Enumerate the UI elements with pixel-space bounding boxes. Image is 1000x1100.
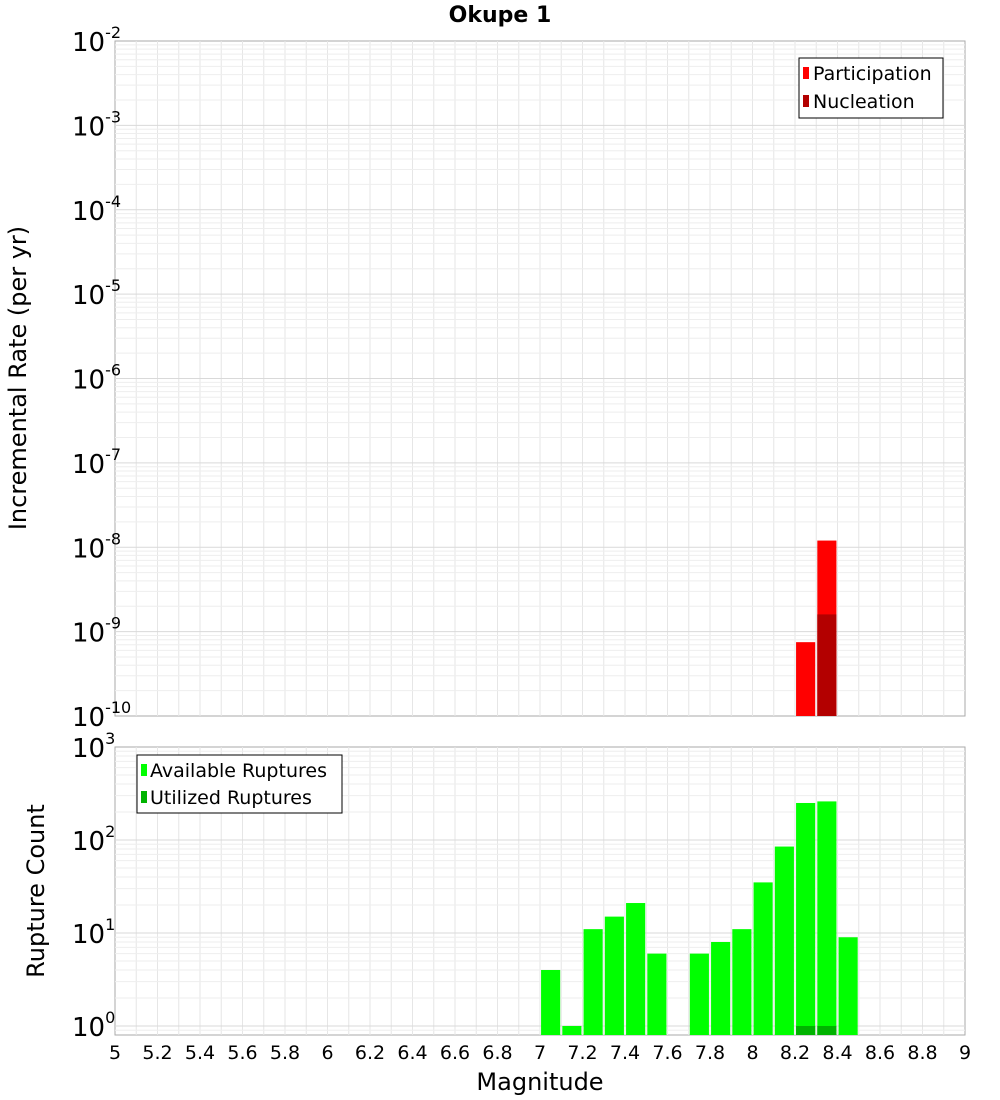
bottom-y-axis-label: Rupture Count [22,804,50,978]
top-y-tick-label: 10-3 [72,107,121,142]
bar-available-ruptures [604,916,624,1035]
top-y-tick-label: 10-5 [72,276,121,311]
bottom-bars [541,801,858,1035]
top-y-tick-label: 10-10 [72,698,131,733]
x-tick-label: 5 [109,1042,121,1064]
legend-label-nucleation: Nucleation [813,91,915,113]
bar-available-ruptures [711,942,731,1035]
legend-swatch-participation [803,67,809,79]
x-tick-label: 6.2 [355,1042,385,1064]
bar-nucleation [817,614,837,716]
x-tick-label: 5.4 [185,1042,215,1064]
top-bars [796,540,837,716]
bar-available-ruptures [732,929,752,1035]
top-y-tick-label: 10-9 [72,614,121,649]
x-tick-label: 8.4 [822,1042,852,1064]
bar-utilized-ruptures [817,1025,837,1035]
x-tick-label: 6.8 [482,1042,512,1064]
legend-label-available-ruptures: Available Ruptures [150,760,327,782]
bar-available-ruptures [817,801,837,1035]
bar-available-ruptures [753,882,773,1035]
bar-available-ruptures [689,953,709,1035]
x-tick-label: 6 [321,1042,333,1064]
top-grid [115,41,965,716]
bottom-legend-box [136,754,343,814]
x-tick-label: 8.8 [907,1042,937,1064]
legend-label-participation: Participation [813,63,932,85]
bar-available-ruptures [838,937,858,1035]
x-tick-label: 6.4 [397,1042,427,1064]
legend-label-utilized-ruptures: Utilized Ruptures [150,787,312,809]
bar-available-ruptures [796,802,816,1035]
x-tick-label: 7 [534,1042,546,1064]
x-tick-label: 7.2 [567,1042,597,1064]
bottom-y-tick-label: 101 [72,915,115,950]
x-tick-label: 8 [746,1042,758,1064]
bottom-panel: 100 101 102 103 Rupture Count Available Rup… [22,729,966,1043]
x-axis-label: Magnitude [476,1068,603,1096]
x-tick-label: 8.6 [865,1042,895,1064]
x-tick-label: 7.6 [652,1042,682,1064]
top-legend: Participation Nucleation [798,57,944,119]
bar-available-ruptures [562,1025,582,1035]
bar-available-ruptures [541,969,561,1035]
bottom-y-tick-label: 103 [72,729,115,764]
bottom-y-tick-label: 102 [72,822,115,857]
legend-swatch-utilized-ruptures [141,791,147,803]
x-tick-label: 9 [959,1042,971,1064]
x-tick-label: 6.6 [440,1042,470,1064]
x-tick-label: 5.6 [227,1042,257,1064]
bar-available-ruptures [647,953,667,1035]
top-y-axis-label: Incremental Rate (per yr) [4,226,32,530]
bottom-legend: Available Ruptures Utilized Ruptures [136,754,343,814]
bar-available-ruptures [626,903,646,1035]
legend-swatch-nucleation [803,95,809,107]
top-legend-box [798,57,944,119]
x-tick-label: 7.8 [695,1042,725,1064]
bar-utilized-ruptures [796,1025,816,1035]
top-y-tick-labels: 10-10 10-9 10-8 10-7 10-6 10-5 10-4 10-3 10-2 [72,23,131,733]
top-y-tick-label: 10-7 [72,445,121,480]
top-y-tick-label: 10-8 [72,529,121,564]
x-tick-label: 7.4 [610,1042,640,1064]
top-y-tick-label: 10-6 [72,361,121,396]
bottom-y-tick-label: 100 [72,1008,115,1043]
bottom-y-tick-labels: 100 101 102 103 [72,729,115,1043]
bar-participation [796,642,816,716]
top-y-tick-label: 10-2 [72,23,121,58]
x-tick-label: 5.2 [142,1042,172,1064]
legend-swatch-available-ruptures [141,764,147,776]
x-tick-label: 8.2 [780,1042,810,1064]
bar-available-ruptures [583,929,603,1035]
chart-title: Okupe 1 [449,3,552,28]
x-tick-labels: 5 5.2 5.4 5.6 5.8 6 6.2 6.4 6.6 6.8 7 7.2 7.4 7.6 7.8 8… [109,1042,971,1064]
top-panel: 10-10 10-9 10-8 10-7 10-6 10-5 10-4 10-3 10-2 In… [4,23,966,733]
x-tick-label: 5.8 [270,1042,300,1064]
bar-available-ruptures [774,846,794,1035]
top-y-tick-label: 10-4 [72,192,121,227]
